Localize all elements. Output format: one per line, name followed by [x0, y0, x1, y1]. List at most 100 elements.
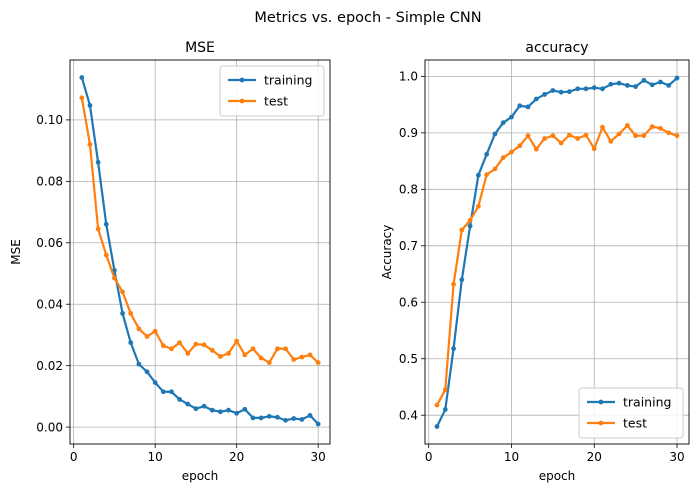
- y-tick-label: 0.7: [399, 239, 418, 253]
- x-tick-label: 0: [425, 450, 433, 464]
- data-point-training: [283, 417, 288, 423]
- data-point-test: [533, 146, 539, 152]
- x-tick-label: 10: [148, 450, 163, 464]
- y-tick-label: 0.9: [399, 126, 418, 140]
- data-point-training: [608, 81, 614, 87]
- data-point-test: [575, 136, 581, 141]
- data-point-test: [266, 360, 272, 365]
- data-point-test: [658, 125, 663, 131]
- data-point-training: [475, 172, 481, 178]
- data-point-test: [459, 227, 465, 233]
- data-point-test: [442, 387, 448, 393]
- data-point-test: [283, 346, 288, 352]
- data-point-test: [434, 402, 440, 408]
- legend-marker-test: [239, 98, 245, 104]
- data-point-training: [591, 85, 597, 91]
- data-point-training: [169, 389, 174, 395]
- data-point-test: [484, 172, 490, 178]
- data-point-test: [103, 252, 109, 258]
- data-point-test: [517, 143, 523, 149]
- data-point-training: [120, 311, 125, 316]
- data-point-test: [291, 357, 297, 362]
- data-point-training: [128, 340, 134, 346]
- x-axis-label: epoch: [182, 469, 219, 483]
- data-point-training: [484, 151, 490, 157]
- x-tick-label: 0: [70, 450, 78, 464]
- data-point-test: [128, 311, 134, 316]
- legend-box: [578, 387, 684, 439]
- data-point-test: [475, 203, 481, 209]
- data-point-training: [674, 75, 680, 81]
- data-point-test: [112, 275, 117, 281]
- data-point-test: [525, 133, 531, 139]
- data-point-test: [250, 346, 256, 352]
- y-tick-label: 0.4: [399, 408, 418, 422]
- data-point-training: [624, 83, 630, 88]
- data-point-training: [291, 416, 297, 421]
- series-line-test: [80, 97, 319, 364]
- y-tick-label: 0.06: [36, 236, 63, 250]
- data-point-training: [226, 407, 231, 413]
- data-point-training: [299, 417, 305, 422]
- data-point-test: [666, 130, 672, 136]
- data-point-test: [79, 95, 85, 101]
- x-tick-label: 30: [311, 450, 326, 464]
- series-line-training: [80, 77, 319, 425]
- data-point-test: [467, 217, 473, 223]
- data-point-test: [160, 343, 166, 349]
- data-point-test: [315, 360, 321, 365]
- data-point-test: [120, 289, 125, 295]
- legend-marker-test: [598, 420, 604, 426]
- data-point-training: [509, 114, 514, 120]
- data-point-training: [633, 84, 639, 89]
- data-point-test: [193, 341, 199, 347]
- data-point-test: [649, 124, 655, 130]
- x-tick-label: 20: [587, 450, 602, 464]
- legend-marker-training: [239, 77, 245, 83]
- y-axis-label: Accuracy: [380, 225, 394, 280]
- data-point-training: [442, 407, 448, 412]
- data-point-training: [459, 277, 465, 283]
- x-tick-label: 30: [669, 450, 684, 464]
- data-point-training: [307, 413, 313, 418]
- legend: training test: [578, 387, 684, 439]
- data-point-training: [185, 401, 191, 407]
- data-point-training: [266, 413, 272, 419]
- figure-suptitle: Metrics vs. epoch - Simple CNN: [254, 10, 481, 26]
- data-point-test: [633, 133, 639, 139]
- data-point-training: [144, 369, 150, 375]
- data-point-test: [258, 355, 264, 361]
- legend-box: [219, 65, 325, 117]
- data-point-test: [242, 352, 248, 358]
- y-tick-label: 1.0: [399, 70, 418, 84]
- y-tick-label: 0.08: [36, 175, 63, 189]
- y-tick-label: 0.02: [36, 359, 63, 373]
- data-point-training: [258, 415, 264, 421]
- data-point-training: [103, 221, 109, 227]
- legend-marker-training: [598, 399, 604, 405]
- data-point-test: [509, 149, 514, 155]
- data-point-test: [299, 354, 305, 360]
- y-tick-label: 0.04: [36, 297, 63, 311]
- data-point-test: [275, 346, 280, 352]
- plot-frame: [69, 59, 331, 445]
- plot-frame: [424, 59, 690, 445]
- data-point-test: [624, 123, 630, 128]
- data-point-training: [152, 380, 158, 385]
- data-point-training: [517, 103, 523, 109]
- legend-label-training: training: [623, 394, 671, 409]
- data-point-training: [492, 131, 498, 137]
- data-point-test: [87, 142, 93, 147]
- data-point-test: [226, 350, 231, 356]
- data-point-training: [658, 79, 663, 85]
- y-tick-label: 0.8: [399, 183, 418, 197]
- data-point-test: [185, 350, 191, 356]
- data-point-test: [616, 131, 622, 137]
- data-point-test: [583, 132, 589, 138]
- data-point-test: [209, 347, 215, 353]
- data-point-training: [242, 406, 248, 412]
- data-point-test: [177, 340, 183, 346]
- data-point-test: [95, 226, 101, 232]
- chart-title: accuracy: [525, 40, 588, 56]
- data-point-test: [451, 281, 456, 287]
